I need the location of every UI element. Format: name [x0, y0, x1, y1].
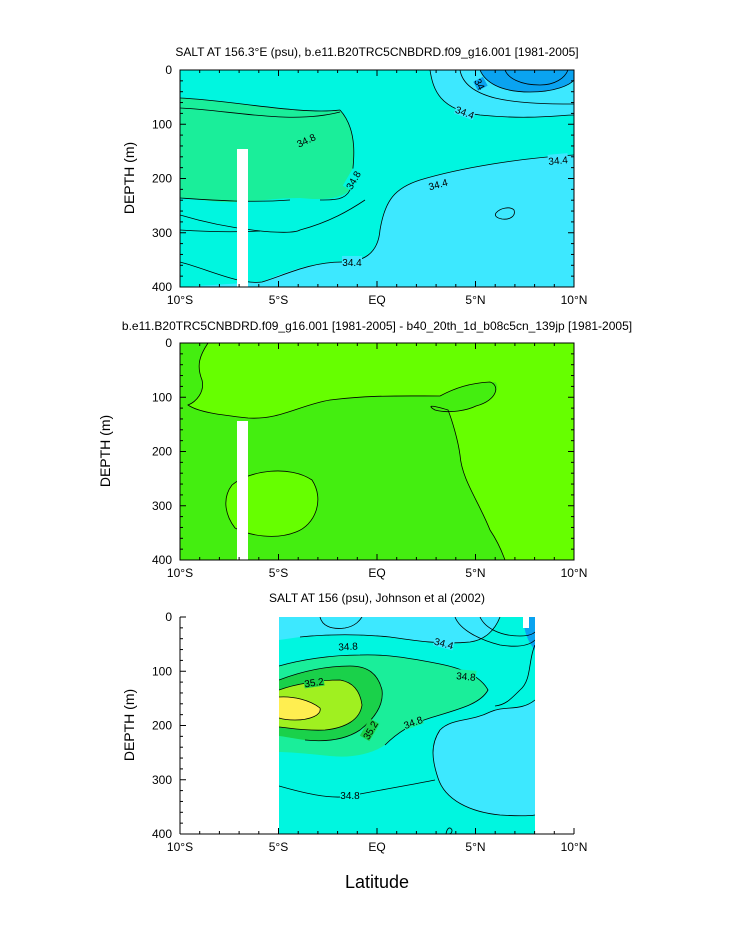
panel-3-fill-low: [433, 700, 535, 816]
panel-2-title: b.e11.B20TRC5CNBDRD.f09_g16.001 [1981-20…: [122, 319, 632, 333]
panel-1-contour: [459, 70, 574, 105]
x-tick-label: 5°S: [269, 566, 288, 580]
x-tick-label: 5°S: [269, 293, 288, 307]
x-tick-label: 10°N: [561, 566, 588, 580]
panel-3-contour-label: 35.2: [304, 677, 325, 691]
x-tick-label: 10°S: [167, 566, 193, 580]
y-tick-label: 0: [165, 336, 172, 350]
panel-1-contour-label: 34: [471, 77, 486, 92]
panel-1: SALT AT 156.3°E (psu), b.e11.B20TRC5CNBD…: [121, 45, 587, 307]
panel-1-contour: [429, 70, 574, 118]
x-tick-label: 5°N: [465, 293, 485, 307]
panel-3-contour-label: 34.8: [456, 671, 477, 684]
panel-2-field: [180, 343, 574, 560]
panel-3-contour-label: 34.8: [340, 791, 360, 802]
panel-3-contour: [494, 644, 535, 707]
panel-3-contour: [279, 665, 383, 742]
panel-1-field: [180, 70, 574, 287]
y-tick-label: 200: [152, 445, 172, 459]
x-tick-label: 5°S: [269, 840, 288, 854]
x-tick-label: 10°N: [561, 293, 588, 307]
y-tick-label: 0: [165, 610, 172, 624]
y-tick-label: 300: [152, 226, 172, 240]
x-tick-label: EQ: [368, 566, 385, 580]
panel-3-contour: [479, 617, 535, 637]
y-tick-label: 300: [152, 499, 172, 513]
y-tick-label: 100: [152, 664, 172, 678]
panel-1-contour: [494, 207, 515, 220]
panel-1-axes: 10°S 5°S EQ 5°N 10°N 0 100 200 300 400: [152, 63, 587, 307]
panel-1-contour: [180, 229, 261, 233]
panel-1-fill-fresh: [480, 70, 574, 92]
x-tick-label: 10°N: [561, 840, 588, 854]
panel-1-contour: [180, 197, 291, 202]
panel-3-missing-data: [523, 617, 529, 628]
y-tick-label: 100: [152, 390, 172, 404]
panel-3-contour: [454, 617, 535, 647]
y-tick-label: 400: [152, 280, 172, 294]
panel-1-contour-label: 34.4: [342, 258, 362, 269]
panel-1-contour: [479, 70, 574, 93]
panel-3-fill-low: [279, 617, 500, 643]
panel-1-contour-labels: 34 34.4 34.8 34.4 34.8 34.4 34.4: [294, 76, 569, 269]
panel-2-contour: [187, 343, 506, 560]
panel-1-contour: [180, 154, 574, 283]
x-tick-label: 5°N: [465, 840, 485, 854]
panel-1-y-axis-label: DEPTH (m): [121, 142, 137, 214]
y-tick-label: 400: [152, 827, 172, 841]
panel-2: b.e11.B20TRC5CNBDRD.f09_g16.001 [1981-20…: [97, 319, 632, 580]
panel-1-contour: [180, 107, 341, 118]
x-tick-label: EQ: [368, 840, 385, 854]
panel-3-contour-label: 34.4: [433, 637, 455, 653]
x-tick-label: 5°N: [465, 566, 485, 580]
panel-2-axes: 10°S 5°S EQ 5°N 10°N 0 100 200 300 400: [152, 336, 587, 580]
panel-1-contour-label: 34.4: [548, 155, 569, 168]
y-tick-label: 100: [152, 117, 172, 131]
y-tick-label: 300: [152, 773, 172, 787]
panel-3-fill-max: [279, 696, 321, 720]
x-tick-label: EQ: [368, 293, 385, 307]
y-tick-label: 200: [152, 719, 172, 733]
panel-1-contour: [180, 199, 366, 233]
panel-3-title: SALT AT 156 (psu), Johnson et al (2002): [269, 591, 485, 605]
panel-1-contour: [319, 109, 355, 201]
y-tick-label: 200: [152, 172, 172, 186]
panel-3-axes: 10°S 5°S EQ 5°N 10°N 0 100 200 300 400: [152, 610, 587, 854]
panel-3-contour-labels: 34.4 34.8 34.8 35.2 34.8 35.2 34.8: [303, 634, 477, 802]
panel-3-contour: [279, 696, 321, 721]
x-tick-label: 10°S: [167, 840, 193, 854]
panel-1-title: SALT AT 156.3°E (psu), b.e11.B20TRC5CNBD…: [175, 45, 578, 59]
panel-3: SALT AT 156 (psu), Johnson et al (2002): [121, 591, 587, 854]
panel-3-contour-label: 34.8: [338, 641, 358, 653]
panel-3-contour: [299, 617, 501, 644]
panel-1-contour-label: 34.4: [428, 178, 450, 194]
panel-1-contour: [504, 70, 569, 86]
panel-1-missing-data: [237, 149, 248, 287]
y-tick-label: 400: [152, 553, 172, 567]
panel-2-fill-lower: [225, 470, 318, 537]
y-tick-label: 0: [165, 63, 172, 77]
panel-2-missing-data: [237, 421, 248, 560]
panel-1-contour: [180, 97, 341, 112]
panel-2-y-axis-label: DEPTH (m): [97, 415, 113, 487]
x-axis-label: Latitude: [345, 872, 409, 892]
panel-1-fill-high: [180, 98, 354, 203]
panel-3-contour: [319, 617, 363, 629]
panel-2-contour: [225, 470, 319, 537]
x-tick-label: 10°S: [167, 293, 193, 307]
panel-3-y-axis-label: DEPTH (m): [121, 689, 137, 761]
panel-3-contour: [432, 699, 535, 817]
